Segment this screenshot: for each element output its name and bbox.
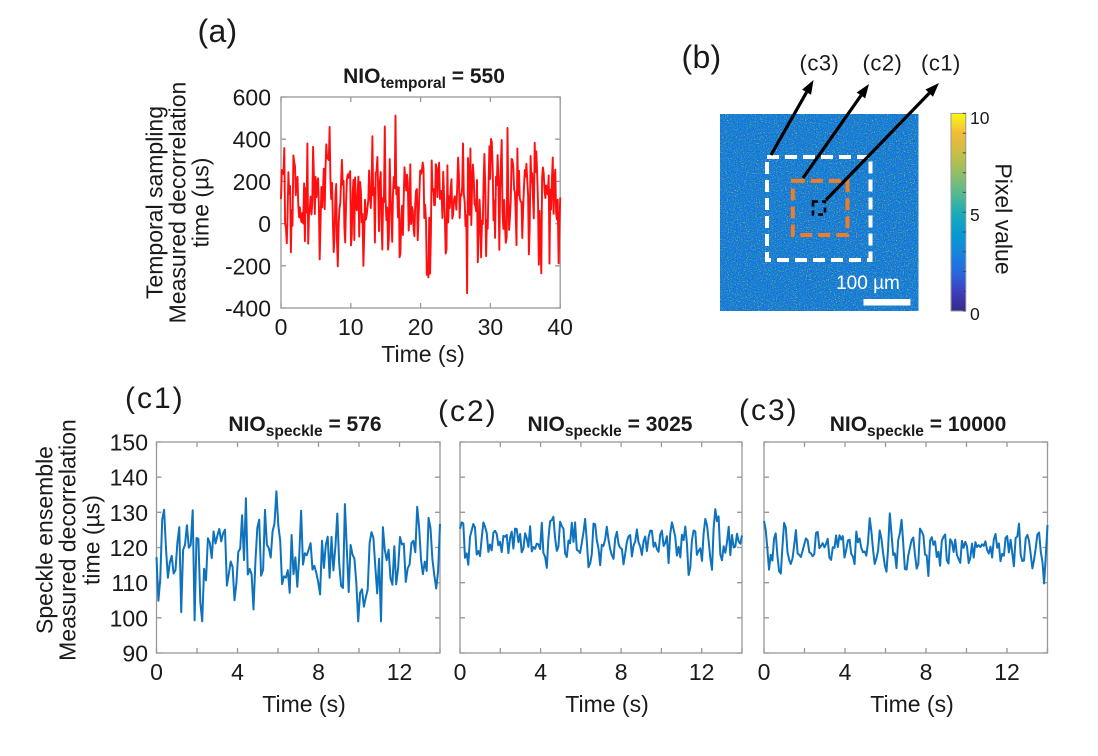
svg-text:-400: -400 — [225, 296, 271, 322]
svg-text:Measured decorrelation: Measured decorrelation — [165, 82, 191, 324]
svg-text:10: 10 — [338, 314, 364, 340]
svg-text:90: 90 — [122, 641, 148, 667]
svg-text:Time (s): Time (s) — [565, 691, 648, 717]
svg-text:10: 10 — [970, 108, 990, 128]
svg-text:12: 12 — [994, 659, 1020, 685]
svg-text:-200: -200 — [225, 253, 271, 279]
svg-text:150: 150 — [110, 430, 148, 456]
svg-text:100 µm: 100 µm — [836, 273, 900, 294]
svg-text:200: 200 — [233, 169, 271, 195]
svg-text:0: 0 — [454, 659, 467, 685]
svg-text:400: 400 — [233, 127, 271, 153]
svg-text:(c3): (c3) — [800, 51, 840, 76]
svg-text:140: 140 — [110, 465, 148, 491]
svg-text:0: 0 — [150, 659, 163, 685]
svg-text:(c3): (c3) — [739, 394, 799, 427]
svg-text:(c2): (c2) — [863, 51, 903, 76]
svg-text:(c1): (c1) — [921, 51, 961, 76]
svg-text:0: 0 — [258, 211, 271, 237]
svg-text:Pixel value: Pixel value — [991, 163, 1017, 274]
svg-text:NIOspeckle = 576: NIOspeckle = 576 — [228, 413, 381, 440]
svg-text:8: 8 — [312, 659, 325, 685]
svg-text:(a): (a) — [198, 13, 238, 49]
svg-text:0: 0 — [758, 659, 771, 685]
svg-text:Time (s): Time (s) — [262, 691, 345, 717]
svg-text:time (µs): time (µs) — [188, 158, 214, 248]
svg-text:4: 4 — [231, 659, 244, 685]
svg-text:30: 30 — [478, 314, 504, 340]
svg-text:120: 120 — [110, 535, 148, 561]
svg-text:130: 130 — [110, 500, 148, 526]
svg-text:0: 0 — [275, 314, 288, 340]
svg-text:12: 12 — [689, 659, 715, 685]
svg-text:(c1): (c1) — [125, 382, 185, 415]
svg-text:8: 8 — [615, 659, 628, 685]
svg-text:12: 12 — [387, 659, 413, 685]
svg-text:40: 40 — [547, 314, 573, 340]
svg-text:Time (s): Time (s) — [870, 691, 953, 717]
svg-text:20: 20 — [408, 314, 434, 340]
svg-text:(b): (b) — [682, 39, 722, 75]
svg-text:8: 8 — [920, 659, 933, 685]
svg-text:Temporal sampling: Temporal sampling — [142, 106, 168, 299]
svg-text:4: 4 — [534, 659, 547, 685]
svg-text:Measured decorrelation: Measured decorrelation — [55, 419, 81, 661]
svg-text:Time (s): Time (s) — [381, 341, 464, 367]
svg-text:5: 5 — [970, 205, 980, 225]
svg-text:100: 100 — [110, 605, 148, 631]
svg-text:(c2): (c2) — [438, 395, 498, 428]
svg-text:600: 600 — [233, 85, 271, 111]
svg-text:time (µs): time (µs) — [79, 495, 105, 585]
svg-text:110: 110 — [111, 570, 148, 596]
svg-text:Speckle ensemble: Speckle ensemble — [32, 446, 58, 634]
svg-text:4: 4 — [839, 659, 852, 685]
svg-text:0: 0 — [970, 304, 980, 324]
